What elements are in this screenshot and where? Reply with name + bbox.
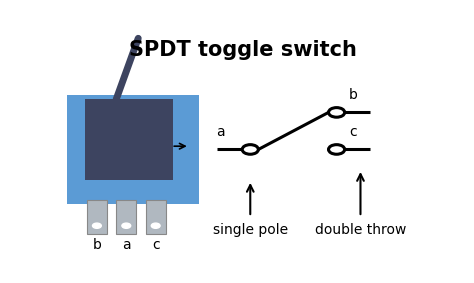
Circle shape — [328, 108, 345, 117]
Bar — [116, 200, 137, 234]
Circle shape — [151, 223, 160, 228]
Text: SPDT toggle switch: SPDT toggle switch — [129, 40, 357, 61]
Bar — [87, 200, 107, 234]
Text: double throw: double throw — [315, 223, 406, 237]
Text: b: b — [349, 88, 357, 102]
Text: single pole: single pole — [213, 223, 288, 237]
Bar — [146, 200, 166, 234]
Circle shape — [328, 145, 345, 154]
Circle shape — [242, 145, 258, 154]
Text: a: a — [122, 238, 131, 252]
Text: b: b — [92, 238, 101, 252]
Circle shape — [122, 223, 131, 228]
Text: a: a — [217, 125, 225, 139]
Circle shape — [92, 223, 101, 228]
Bar — [66, 95, 199, 204]
Text: c: c — [349, 125, 357, 139]
Bar — [85, 99, 173, 180]
Text: c: c — [152, 238, 159, 252]
